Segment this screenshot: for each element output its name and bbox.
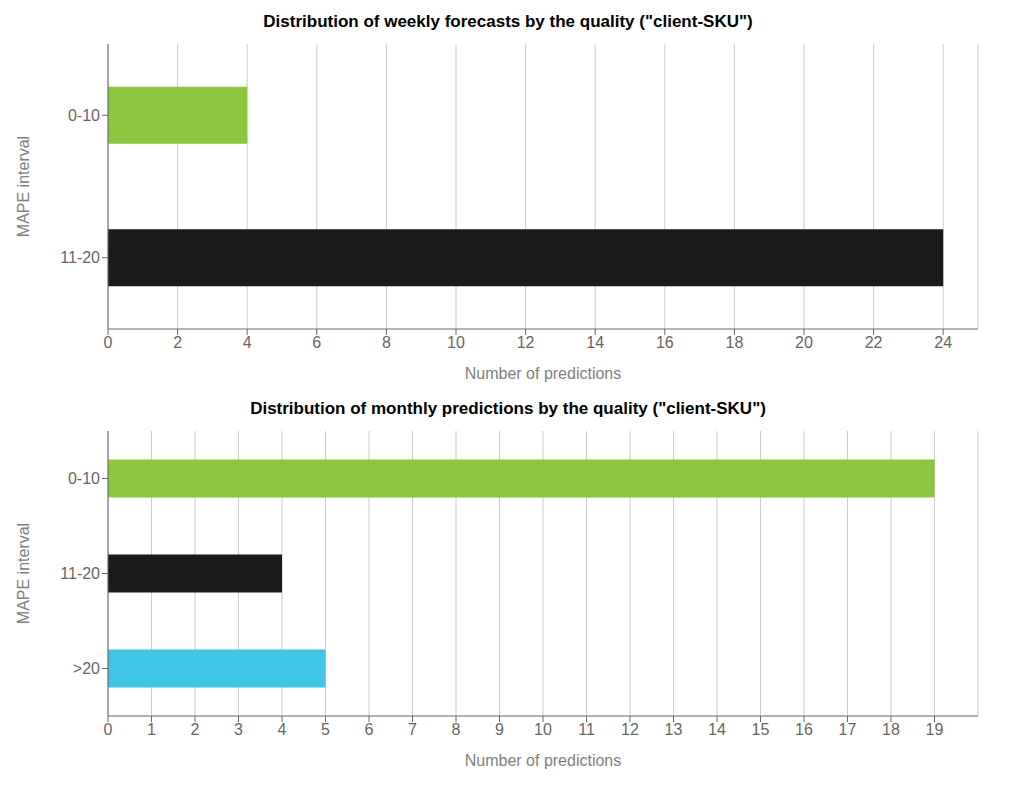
- svg-text:2: 2: [173, 334, 182, 351]
- svg-text:2: 2: [191, 721, 200, 738]
- svg-text:6: 6: [312, 334, 321, 351]
- svg-text:11-20: 11-20: [60, 249, 100, 266]
- svg-text:16: 16: [656, 334, 674, 351]
- svg-text:5: 5: [321, 721, 330, 738]
- svg-text:8: 8: [382, 334, 391, 351]
- svg-text:18: 18: [882, 721, 900, 738]
- svg-text:12: 12: [517, 334, 535, 351]
- svg-text:22: 22: [865, 334, 883, 351]
- svg-text:1: 1: [147, 721, 156, 738]
- svg-text:3: 3: [234, 721, 243, 738]
- svg-text:10: 10: [534, 721, 552, 738]
- svg-text:8: 8: [452, 721, 461, 738]
- svg-text:9: 9: [495, 721, 504, 738]
- svg-text:4: 4: [243, 334, 252, 351]
- svg-text:6: 6: [365, 721, 374, 738]
- html-text:Distribution of weekly forecas: Distribution of weekly forecasts by the …: [263, 12, 753, 31]
- svg-text:14: 14: [586, 334, 604, 351]
- svg-text:MAPE interval: MAPE interval: [15, 136, 32, 237]
- svg-text:15: 15: [752, 721, 770, 738]
- svg-text:0-10: 0-10: [68, 470, 100, 487]
- svg-text:19: 19: [926, 721, 944, 738]
- svg-text:0: 0: [104, 721, 113, 738]
- svg-text:4: 4: [278, 721, 287, 738]
- svg-text:17: 17: [839, 721, 857, 738]
- svg-text:11-20: 11-20: [60, 565, 100, 582]
- svg-text:18: 18: [726, 334, 744, 351]
- svg-text:Number of predictions: Number of predictions: [465, 365, 622, 382]
- svg-text:14: 14: [708, 721, 726, 738]
- svg-text:0-10: 0-10: [68, 107, 100, 124]
- svg-text:0: 0: [104, 334, 113, 351]
- svg-text:20: 20: [795, 334, 813, 351]
- svg-text:16: 16: [795, 721, 813, 738]
- svg-text:10: 10: [447, 334, 465, 351]
- svg-text:>20: >20: [73, 660, 100, 677]
- svg-text:24: 24: [934, 334, 952, 351]
- html-text:Distribution of monthly predic: Distribution of monthly predictions by t…: [250, 399, 766, 418]
- svg-text:12: 12: [621, 721, 639, 738]
- svg-text:7: 7: [408, 721, 417, 738]
- svg-text:MAPE interval: MAPE interval: [15, 523, 32, 624]
- svg-text:11: 11: [578, 721, 595, 738]
- svg-text:13: 13: [665, 721, 683, 738]
- svg-text:Number of predictions: Number of predictions: [465, 752, 622, 769]
